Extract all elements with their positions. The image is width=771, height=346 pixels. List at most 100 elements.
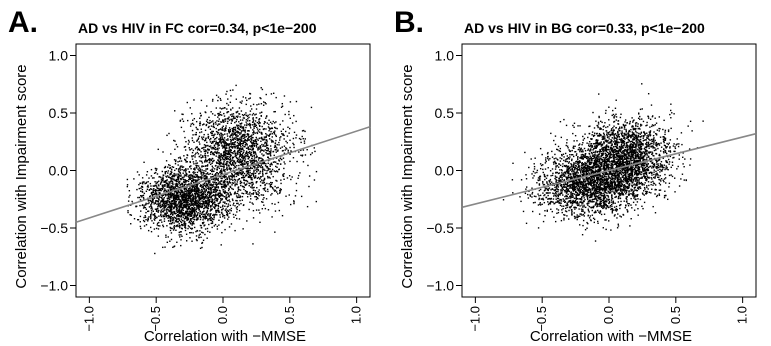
scatter-point xyxy=(209,194,211,196)
scatter-point xyxy=(214,151,216,153)
scatter-point xyxy=(218,161,221,163)
scatter-point xyxy=(196,164,198,167)
scatter-point xyxy=(193,208,195,210)
scatter-point xyxy=(658,193,660,195)
scatter-point xyxy=(196,176,198,178)
scatter-point xyxy=(289,160,291,163)
scatter-point xyxy=(225,125,227,127)
scatter-point xyxy=(203,165,205,168)
scatter-point xyxy=(208,194,210,197)
scatter-point xyxy=(553,139,555,142)
scatter-point xyxy=(208,173,210,176)
scatter-point xyxy=(211,200,213,203)
scatter-point xyxy=(174,110,176,112)
scatter-point xyxy=(199,143,201,145)
scatter-point xyxy=(150,175,153,177)
scatter-point xyxy=(151,195,154,197)
scatter-point xyxy=(226,164,228,167)
scatter-point xyxy=(212,175,215,178)
scatter-point xyxy=(223,146,225,148)
scatter-point xyxy=(240,110,243,112)
scatter-point xyxy=(177,173,179,175)
scatter-point xyxy=(257,169,260,171)
scatter-point xyxy=(237,179,239,181)
scatter-point xyxy=(197,149,199,151)
scatter-point xyxy=(143,198,145,200)
scatter-point xyxy=(269,151,272,153)
scatter-point xyxy=(162,176,164,178)
scatter-point xyxy=(241,126,244,128)
scatter-point xyxy=(220,141,222,143)
scatter-points xyxy=(502,83,704,242)
scatter-point xyxy=(212,122,215,125)
scatter-point xyxy=(185,210,187,212)
scatter-point xyxy=(638,181,640,184)
scatter-point xyxy=(220,197,222,200)
scatter-point xyxy=(169,189,172,191)
scatter-point xyxy=(206,105,208,107)
scatter-point xyxy=(154,219,156,221)
x-tick-label: 0.5 xyxy=(282,306,297,324)
scatter-point xyxy=(223,107,226,109)
scatter-point xyxy=(164,209,166,211)
scatter-point xyxy=(188,196,190,198)
scatter-point xyxy=(651,115,654,118)
scatter-point xyxy=(229,155,231,158)
scatter-point xyxy=(172,217,174,219)
scatter-point xyxy=(237,145,239,148)
scatter-point xyxy=(208,159,211,161)
scatter-point xyxy=(153,197,156,199)
scatter-point xyxy=(233,150,236,153)
scatter-point xyxy=(283,138,285,140)
scatter-point xyxy=(241,164,243,166)
scatter-point xyxy=(632,127,634,129)
scatter-point xyxy=(212,146,214,149)
scatter-point xyxy=(651,178,653,180)
scatter-point xyxy=(207,187,209,189)
scatter-point xyxy=(152,222,155,224)
scatter-point xyxy=(198,135,201,138)
scatter-point xyxy=(223,120,225,122)
scatter-point xyxy=(152,191,155,193)
scatter-point xyxy=(251,114,254,116)
scatter-point xyxy=(230,118,232,120)
scatter-point xyxy=(127,211,129,214)
scatter-point xyxy=(274,203,276,205)
scatter-point xyxy=(265,139,268,141)
scatter-point xyxy=(266,170,268,172)
scatter-point xyxy=(177,195,179,197)
scatter-point xyxy=(275,121,277,123)
scatter-point xyxy=(209,163,212,166)
scatter-point xyxy=(185,190,187,193)
scatter-point xyxy=(200,128,202,130)
scatter-point xyxy=(173,174,176,176)
scatter-point xyxy=(253,142,256,145)
scatter-point xyxy=(253,131,255,134)
scatter-point xyxy=(222,142,225,144)
scatter-point xyxy=(266,146,268,149)
scatter-point xyxy=(610,208,612,211)
scatter-point xyxy=(598,115,600,118)
scatter-point xyxy=(269,163,271,166)
scatter-point xyxy=(176,221,179,223)
scatter-point xyxy=(183,212,185,214)
scatter-point xyxy=(662,140,665,143)
scatter-point xyxy=(212,184,214,187)
scatter-point xyxy=(183,214,185,217)
scatter-point xyxy=(601,175,604,177)
scatter-point xyxy=(214,173,217,175)
scatter-point xyxy=(189,191,191,194)
scatter-point xyxy=(202,195,204,198)
scatter-point xyxy=(229,209,231,211)
scatter-point xyxy=(199,218,202,221)
scatter-point xyxy=(249,172,251,174)
scatter-point xyxy=(220,193,223,195)
scatter-point xyxy=(266,182,268,185)
scatter-point xyxy=(606,132,608,134)
scatter-point xyxy=(252,173,255,176)
scatter-point xyxy=(184,196,186,199)
scatter-point xyxy=(637,125,639,128)
scatter-point xyxy=(234,173,236,175)
scatter-point xyxy=(635,130,637,133)
scatter-point xyxy=(210,176,212,178)
